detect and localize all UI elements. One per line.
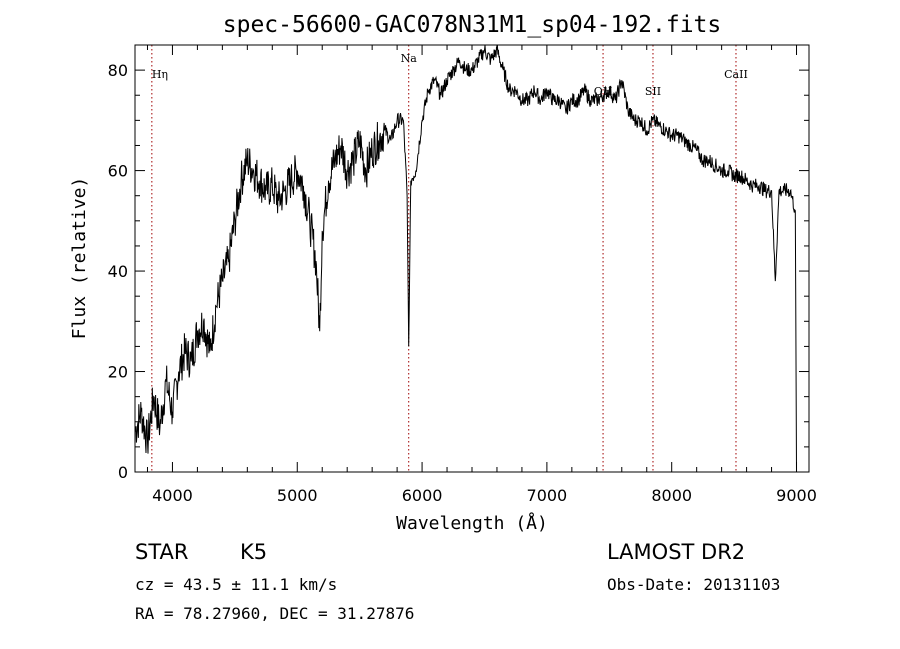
spectrum-line xyxy=(134,45,797,473)
spectral-line-label: SII xyxy=(645,85,661,98)
redshift-velocity: cz = 43.5 ± 11.1 km/s xyxy=(135,575,338,594)
object-type: STAR xyxy=(135,540,189,564)
chart-title: spec-56600-GAC078N31M1_sp04-192.fits xyxy=(223,12,722,38)
observation-date: Obs-Date: 20131103 xyxy=(607,575,781,594)
x-tick-label: 9000 xyxy=(776,486,817,505)
plot-frame xyxy=(134,44,810,473)
coordinates: RA = 78.27960, DEC = 31.27876 xyxy=(135,604,415,623)
y-tick-label: 0 xyxy=(118,463,128,482)
spectral-line-label: CaII xyxy=(724,68,748,81)
x-tick-label: 7000 xyxy=(527,486,568,505)
x-tick-label: 5000 xyxy=(277,486,318,505)
y-tick-label: 20 xyxy=(108,363,128,382)
x-tick-label: 8000 xyxy=(651,486,692,505)
spectral-line-label: Na xyxy=(401,52,418,65)
y-tick-labels: 0 20 40 60 80 xyxy=(108,61,128,482)
axis-ticks xyxy=(135,44,809,473)
spectral-line-label: Hη xyxy=(152,68,168,81)
x-axis-label: Wavelength (Å) xyxy=(396,512,548,534)
x-tick-label: 4000 xyxy=(152,486,193,505)
y-tick-label: 60 xyxy=(108,162,128,181)
spectrum-plot: spec-56600-GAC078N31M1_sp04-192.fits Hη N… xyxy=(69,12,817,534)
survey-name: LAMOST DR2 xyxy=(607,540,746,564)
x-tick-label: 6000 xyxy=(402,486,443,505)
x-tick-labels: 4000 5000 6000 7000 8000 9000 xyxy=(152,486,817,505)
y-tick-label: 40 xyxy=(108,262,128,281)
subclass: K5 xyxy=(240,540,268,564)
y-axis-label: Flux (relative) xyxy=(69,177,90,340)
y-tick-label: 80 xyxy=(108,61,128,80)
